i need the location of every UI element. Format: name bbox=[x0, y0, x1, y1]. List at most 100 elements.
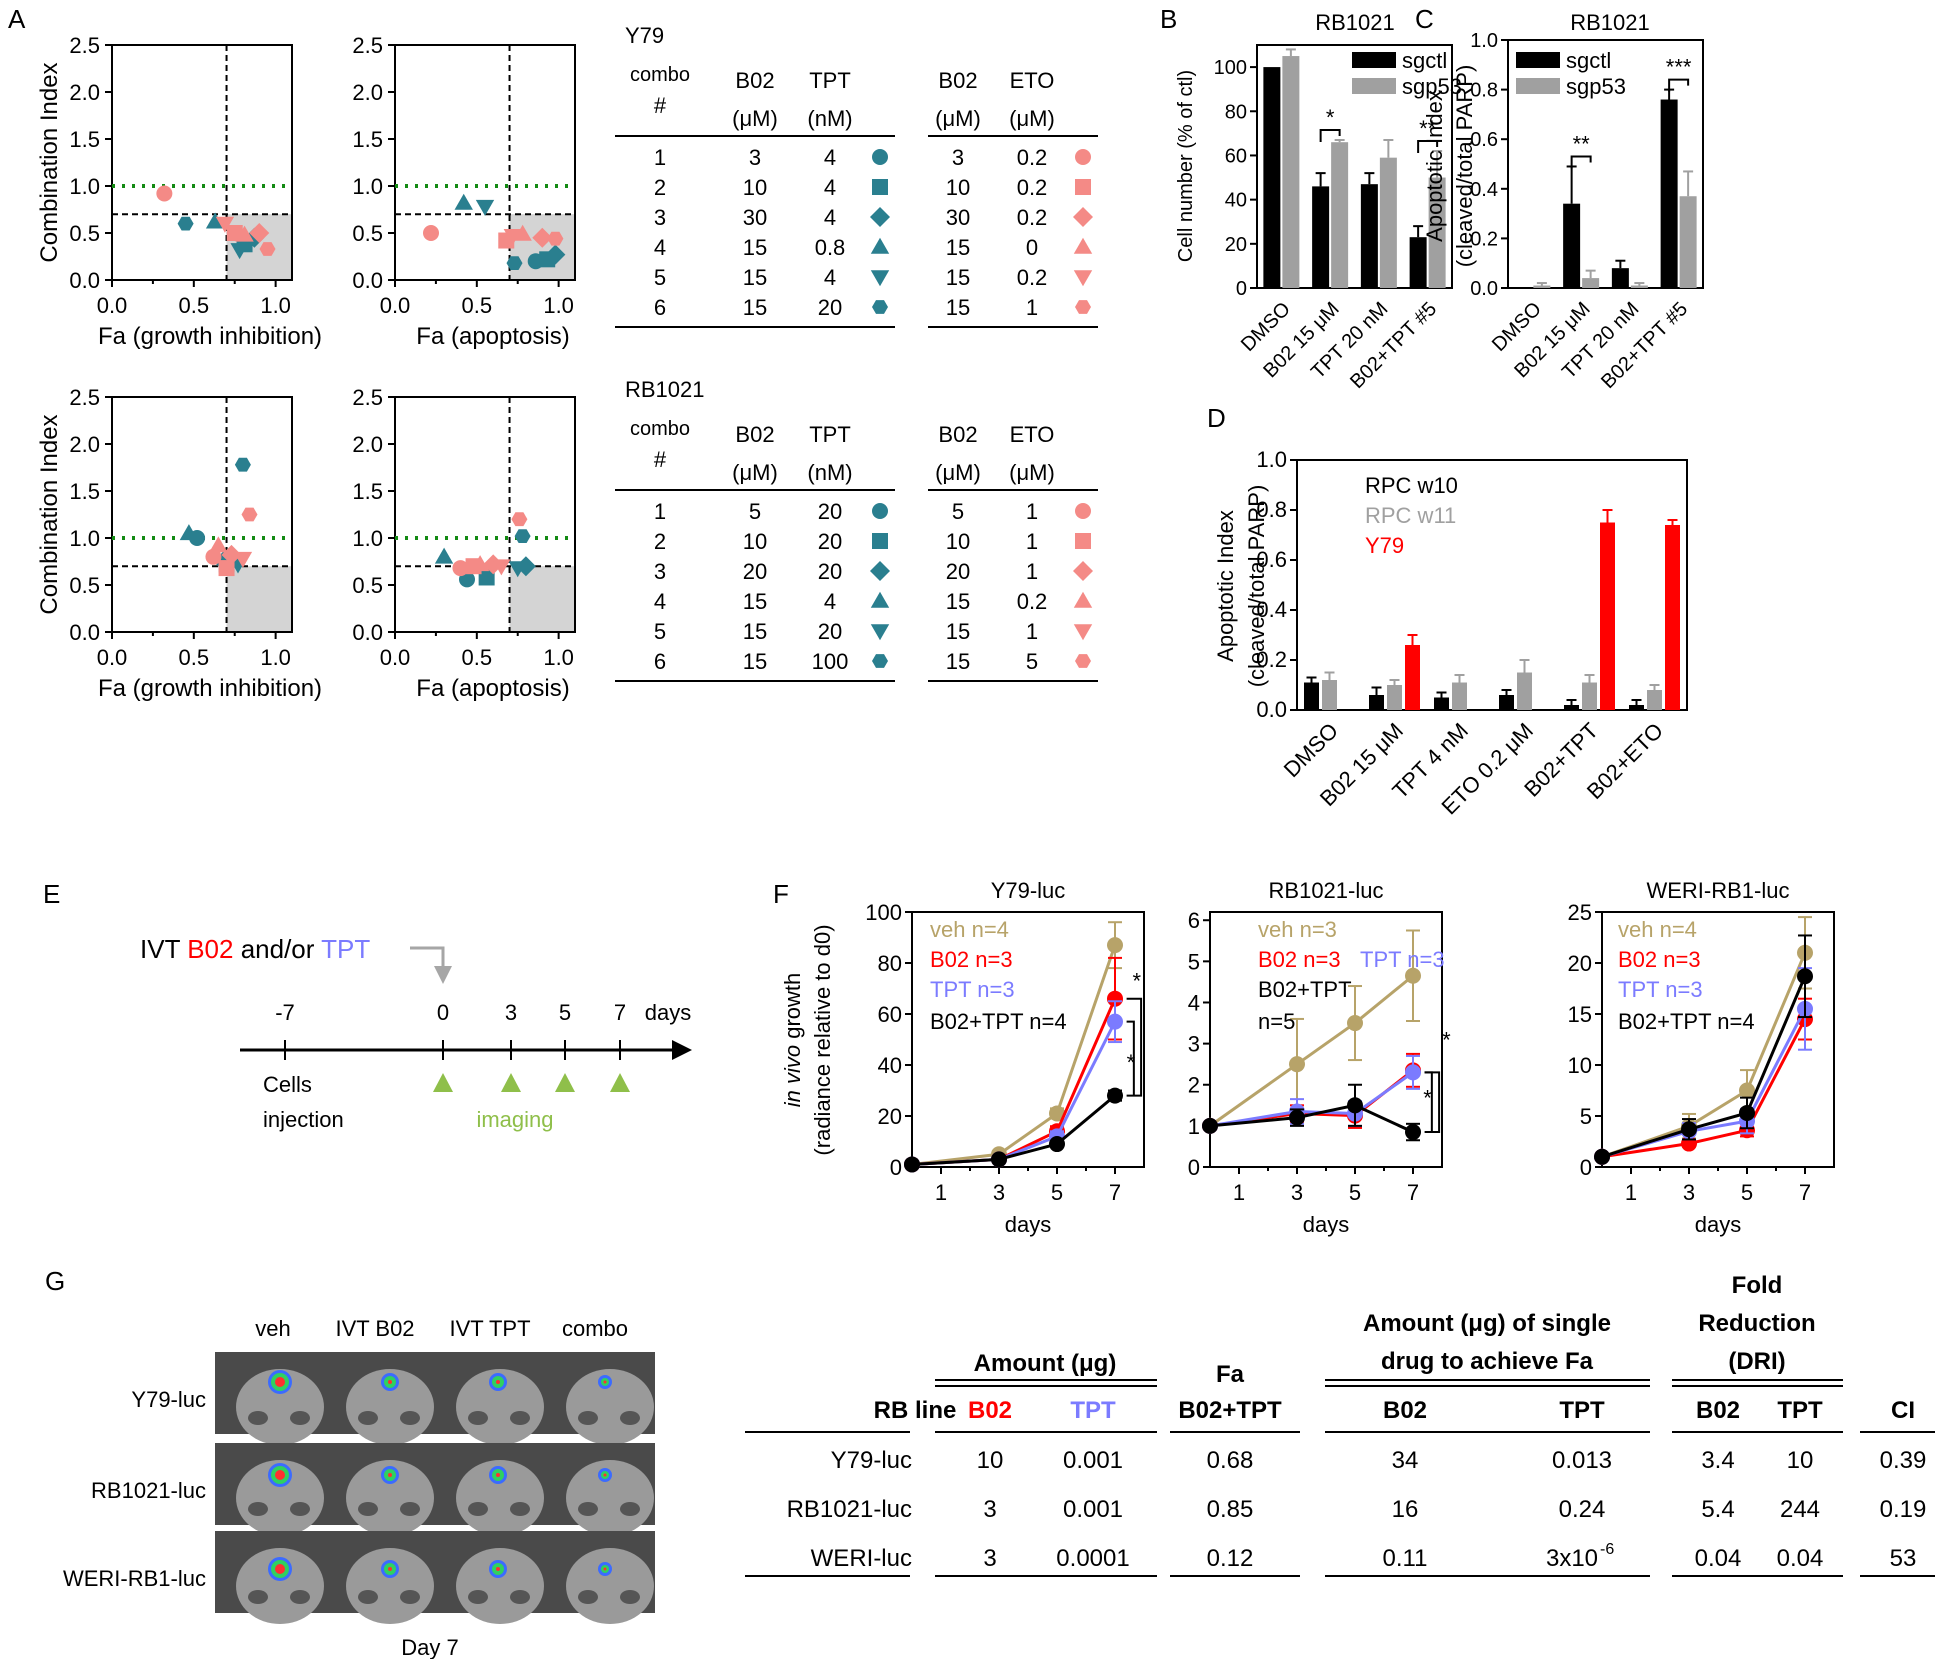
header-tpt: TPT bbox=[1559, 1397, 1605, 1424]
mouse-head-silhouette bbox=[566, 1548, 654, 1624]
mouse-eye bbox=[290, 1411, 310, 1425]
data-point-tpt-diamond bbox=[515, 556, 536, 577]
table-cell-b02: 10 bbox=[743, 529, 767, 554]
header-fold: Reduction bbox=[1698, 1310, 1815, 1337]
table-cell-b02: 15 bbox=[743, 235, 767, 260]
x-tick-label: 1.0 bbox=[543, 293, 574, 318]
table-cell-tpt: 20 bbox=[818, 295, 842, 320]
plot-frame bbox=[1296, 459, 1688, 711]
table-cell-b02: 5 bbox=[952, 499, 964, 524]
data-point bbox=[904, 1156, 920, 1173]
table-cell: 0.001 bbox=[1063, 1496, 1123, 1523]
bar-y79 bbox=[1665, 525, 1680, 710]
y-tick-label: 0.0 bbox=[352, 268, 383, 293]
mouse-head-silhouette bbox=[566, 1460, 654, 1536]
synergy-region bbox=[226, 566, 292, 632]
legend-swatch bbox=[1516, 78, 1560, 94]
bar-sgctl bbox=[1409, 237, 1427, 288]
data-point-eto-circle bbox=[156, 185, 173, 202]
synergy-region bbox=[509, 566, 575, 632]
data-point bbox=[1681, 1121, 1697, 1138]
significance-label: *** bbox=[1666, 55, 1692, 80]
bar-sgctl bbox=[1360, 184, 1378, 288]
mouse-head-silhouette bbox=[236, 1460, 324, 1536]
table-cell-eto: 1 bbox=[1026, 559, 1038, 584]
data-point-eto-square bbox=[218, 560, 235, 577]
luminescence-signal bbox=[388, 1567, 392, 1571]
table-symbol-square bbox=[872, 179, 888, 195]
table-symbol-circle bbox=[872, 149, 888, 165]
x-tick-label: 5 bbox=[1051, 1180, 1063, 1205]
header-b02: B02 bbox=[968, 1397, 1012, 1424]
mouse-eye bbox=[248, 1411, 268, 1425]
legend-label: TPT n=3 bbox=[930, 977, 1015, 1002]
x-tick-label: 5 bbox=[1349, 1180, 1361, 1205]
scatter-plot-A1: 0.0 0.5 1.0 1.5 2.0 2.5 0.0 0.5 1.0 Fa (growth in… bbox=[36, 33, 322, 350]
legend-label: sgp53 bbox=[1566, 74, 1626, 99]
table-symbol-circle bbox=[1075, 503, 1091, 519]
y-tick-label: 1.5 bbox=[69, 127, 100, 152]
data-point-tpt-triangle-up bbox=[205, 212, 225, 229]
table-symbol-diamond bbox=[870, 207, 890, 227]
table-cell-combo: 2 bbox=[654, 175, 666, 200]
x-tick-label: 1.0 bbox=[260, 293, 291, 318]
table-cell-b02: 3 bbox=[952, 145, 964, 170]
data-point-eto-triangle-up bbox=[235, 225, 254, 242]
table-cell-b02: 10 bbox=[946, 175, 970, 200]
header-b02: B02 bbox=[735, 422, 774, 447]
x-axis-label: Fa (apoptosis) bbox=[416, 323, 569, 350]
mouse-eye bbox=[510, 1411, 530, 1425]
combo-number-header: # bbox=[654, 93, 667, 118]
y-tick-label: 1.5 bbox=[352, 479, 383, 504]
y-tick-label: 0.6 bbox=[1256, 547, 1287, 572]
mouse-eye bbox=[400, 1590, 420, 1604]
mouse-head-silhouette bbox=[346, 1548, 434, 1624]
line-chart-F1: 0 20 40 60 80 100 1 3 5 7 days Y79-luc veh n=4 B02 n=… bbox=[865, 878, 1145, 1237]
chart-title: Y79-luc bbox=[991, 878, 1066, 903]
header-amount: Amount (μg) bbox=[974, 1350, 1117, 1377]
bar-sgctl bbox=[1660, 99, 1678, 289]
header-single-drug: Amount (μg) of single bbox=[1363, 1310, 1611, 1337]
data-point-eto-hexagon bbox=[547, 231, 564, 246]
bar-rpc-w11 bbox=[1647, 690, 1662, 710]
y-tick-label: 80 bbox=[878, 951, 902, 976]
table-cell: 0.39 bbox=[1880, 1447, 1927, 1474]
mouse-head-silhouette bbox=[236, 1369, 324, 1445]
legend-label: B02 n=3 bbox=[1618, 947, 1701, 972]
y-tick-label: 2.0 bbox=[352, 80, 383, 105]
time-axis-arrowhead bbox=[672, 1040, 692, 1060]
y-axis-label: Apoptotic Index bbox=[1213, 510, 1238, 662]
y-tick-label: 1.0 bbox=[69, 174, 100, 199]
bar-sgp53 bbox=[1428, 177, 1446, 288]
treatment-arrow bbox=[410, 946, 445, 968]
panel-letter-D: D bbox=[1207, 403, 1226, 433]
table-symbol-triangle-down bbox=[1073, 624, 1093, 641]
data-point bbox=[1739, 1082, 1755, 1099]
table-cell-tpt: 4 bbox=[824, 589, 836, 614]
mouse-eye bbox=[620, 1411, 640, 1425]
table-cell-rb-line: Y79-luc bbox=[831, 1447, 912, 1474]
bar-y79 bbox=[1600, 522, 1615, 710]
series-line bbox=[1601, 975, 1807, 1159]
plot-frame bbox=[1256, 44, 1453, 289]
mouse-eye bbox=[290, 1590, 310, 1604]
data-point-tpt-diamond bbox=[545, 244, 566, 265]
y-axis-label: Apoptotic Index bbox=[1422, 90, 1447, 242]
legend-label: sgctl bbox=[1566, 48, 1611, 73]
panel-letter-G: G bbox=[45, 1266, 65, 1296]
legend-label: sgctl bbox=[1402, 48, 1447, 73]
y-tick-label: 0.2 bbox=[1470, 228, 1498, 250]
table-symbol-square bbox=[1075, 179, 1091, 195]
y-tick-label: 0.5 bbox=[69, 221, 100, 246]
mouse-head-silhouette bbox=[456, 1460, 544, 1536]
data-point bbox=[1797, 968, 1813, 985]
table-symbol-triangle-down bbox=[870, 270, 890, 287]
x-tick-label: 0.5 bbox=[179, 293, 210, 318]
x-tick-label: 0.0 bbox=[380, 293, 411, 318]
table-symbol-circle bbox=[1075, 149, 1091, 165]
header-tpt: TPT bbox=[809, 422, 851, 447]
table-cell: 10 bbox=[977, 1447, 1004, 1474]
bar-rpc-w10 bbox=[1369, 695, 1384, 710]
x-tick-label: 0.0 bbox=[97, 645, 128, 670]
